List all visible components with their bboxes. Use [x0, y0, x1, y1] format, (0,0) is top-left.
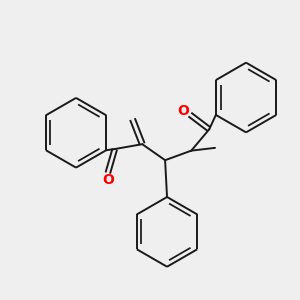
Text: O: O: [177, 104, 189, 118]
Text: O: O: [102, 173, 114, 187]
